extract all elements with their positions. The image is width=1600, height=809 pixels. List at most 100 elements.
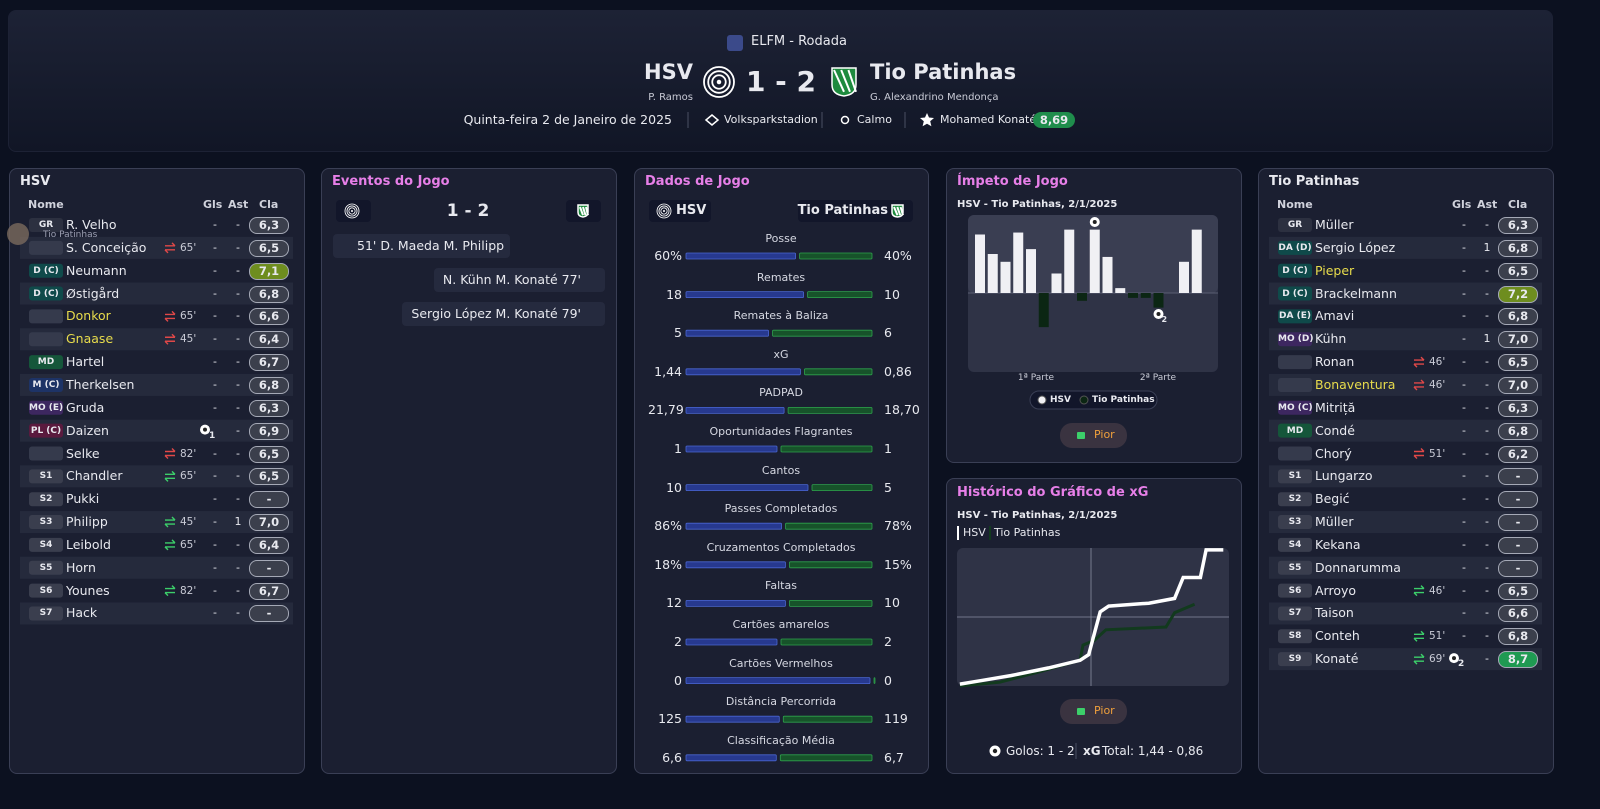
goals: - [1462, 286, 1466, 300]
goals: 1 [209, 430, 216, 441]
rate-icon [1077, 432, 1085, 439]
stat-home: 6,6 [662, 749, 682, 765]
sub-arrow [1413, 630, 1425, 642]
weather: Calmo [857, 113, 892, 126]
goals: - [213, 286, 217, 300]
stat-away: 10 [884, 286, 900, 302]
stat-away: 2 [884, 634, 892, 649]
sub-minute: 65' [180, 241, 197, 254]
position-badge [29, 309, 63, 324]
rating: 7,2 [1498, 285, 1538, 303]
player-rating: 8,69 [1033, 112, 1075, 128]
position: S3 [39, 517, 53, 528]
xg-line [959, 602, 1196, 688]
column-header: Gls [203, 198, 223, 211]
player-name: Selke [66, 445, 100, 461]
rating: - [1498, 536, 1538, 554]
assists: - [1485, 263, 1489, 277]
position: S4 [1288, 539, 1302, 550]
position: D (C) [1282, 265, 1308, 276]
rating: 6,4 [249, 536, 289, 554]
position-badge [1278, 629, 1312, 644]
player-name: S. Conceição [66, 239, 147, 255]
assists: - [1485, 606, 1489, 620]
player-name: Pieper [1315, 262, 1355, 278]
goals-summary: Golos: 1 - 2 [1006, 744, 1075, 758]
position: DA (E) [1279, 311, 1311, 322]
rating: - [1498, 559, 1538, 577]
position-badge [1278, 286, 1312, 301]
assists: - [1485, 218, 1489, 231]
stat-bar-away [799, 252, 873, 260]
position-badge [1278, 263, 1312, 278]
rating: 6,3 [1498, 217, 1538, 234]
goals: - [1462, 218, 1466, 231]
stat-away: 78% [884, 518, 912, 534]
goals: - [1462, 423, 1466, 437]
rate-button [1060, 423, 1127, 448]
stat-label: PADPAD [759, 386, 803, 400]
assists: - [236, 218, 240, 231]
stat-bar-away [780, 638, 873, 646]
position: S9 [1288, 654, 1302, 665]
position-badge [1278, 515, 1312, 530]
player-name: Müller [1315, 217, 1354, 232]
player-name: Taison [1315, 605, 1354, 621]
momentum-bar [1000, 261, 1011, 293]
team-chip [798, 200, 913, 222]
stat-label: xG [773, 347, 789, 361]
assists: - [1485, 377, 1489, 391]
rating: 8,7 [1498, 651, 1538, 669]
player-name: Amavi [1315, 308, 1355, 324]
row-stripe [20, 465, 293, 488]
row-stripe [20, 419, 293, 442]
goals: - [213, 583, 217, 597]
stat-label: Remates à Baliza [733, 309, 829, 323]
crest-dot [716, 79, 722, 85]
goals: - [1462, 560, 1466, 574]
position-badge [29, 606, 63, 621]
momentum-bar [1077, 293, 1087, 301]
player-name: Neumann [66, 262, 127, 278]
stat-bar-away [782, 715, 873, 723]
sub-arrow [1413, 379, 1425, 391]
stat-away: 40% [884, 248, 912, 263]
position-badge [1278, 400, 1312, 415]
stat-bar-away [785, 522, 873, 530]
stat-bar-home [685, 754, 777, 762]
position-badge [1278, 583, 1312, 598]
rating: 7,0 [1498, 376, 1538, 394]
assists: - [236, 355, 240, 369]
position-badge [1278, 606, 1312, 621]
row-stripe [20, 602, 293, 625]
chart-subtitle: HSV - Tio Patinhas, 2/1/2025 [957, 510, 1118, 521]
position: MO (E) [29, 402, 64, 413]
rate-button-label[interactable]: Pior [1094, 704, 1115, 717]
stat-label: Cartões Vermelhos [729, 656, 833, 670]
position: S5 [39, 562, 53, 573]
column-header: Ast [228, 198, 249, 211]
stat-bar-away [873, 677, 876, 684]
sub-minute: 65' [180, 538, 197, 551]
assists: - [1485, 515, 1489, 529]
column-header: Ast [1477, 198, 1498, 211]
assists: - [1485, 446, 1489, 460]
rate-button-label[interactable]: Pior [1094, 428, 1115, 441]
stat-label: Posse [765, 232, 797, 245]
row-stripe [1269, 602, 1542, 625]
sub-arrow [164, 448, 176, 459]
position-badge [1278, 469, 1312, 484]
rating: 6,5 [1498, 582, 1538, 600]
stat-home: 5 [674, 325, 682, 341]
momentum-bar [1140, 293, 1151, 298]
rating: 6,3 [249, 217, 289, 234]
position-badge [29, 583, 63, 598]
goals: - [213, 446, 217, 460]
position: S6 [39, 585, 53, 596]
legend-swatch [1037, 395, 1047, 405]
position: S7 [39, 608, 53, 619]
assists: - [1485, 583, 1489, 597]
stat-home: 60% [654, 248, 682, 263]
